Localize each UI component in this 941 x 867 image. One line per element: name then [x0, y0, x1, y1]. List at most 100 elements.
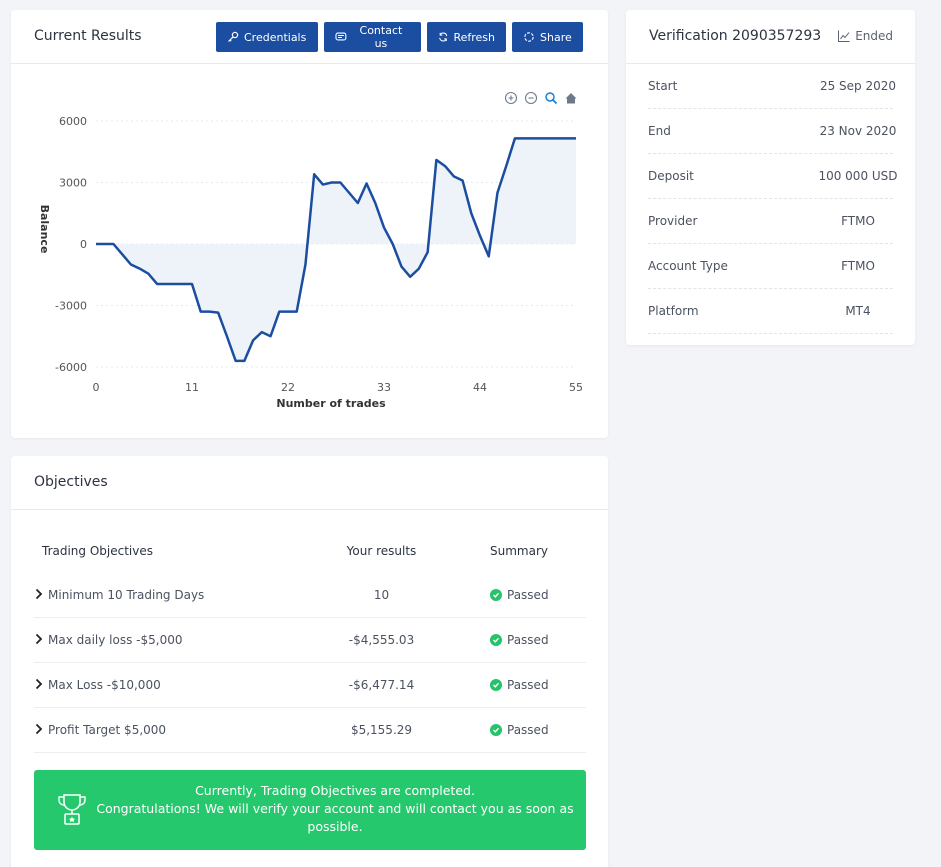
objective-name: Max Loss -$10,000 — [48, 678, 161, 692]
contact-us-button[interactable]: Contact us — [324, 22, 421, 52]
objective-row[interactable]: Max daily loss -$5,000 -$4,555.03 Passed — [34, 618, 586, 663]
objective-summary: Passed — [490, 588, 549, 602]
balance-line — [96, 137, 576, 363]
detail-value: FTMO — [841, 214, 875, 228]
objective-summary: Passed — [490, 723, 549, 737]
y-tick-label: -3000 — [55, 300, 87, 313]
detail-label: Platform — [648, 304, 699, 318]
detail-value: MT4 — [845, 304, 871, 318]
y-tick-label: 0 — [80, 238, 87, 251]
chevron-right-icon[interactable] — [34, 723, 44, 735]
detail-value: 100 000 USD — [818, 169, 898, 183]
objective-name: Profit Target $5,000 — [48, 723, 167, 737]
summary-text: Passed — [507, 678, 549, 692]
objective-row[interactable]: Max Loss -$10,000 -$6,477.14 Passed — [34, 663, 586, 708]
card-header: Current Results Credentials Contact us R… — [11, 10, 608, 64]
share-label: Share — [540, 30, 572, 44]
chat-icon — [335, 32, 347, 41]
verification-header: Verification 2090357293 Ended — [626, 10, 915, 64]
summary-text: Passed — [507, 588, 549, 602]
y-tick-label: -6000 — [55, 361, 87, 374]
objective-result: $5,155.29 — [350, 723, 413, 737]
share-icon — [524, 32, 534, 42]
column-header: Trading Objectives — [42, 544, 153, 558]
chevron-right-icon[interactable] — [34, 633, 44, 645]
objectives-header: Objectives — [11, 456, 608, 510]
objective-summary: Passed — [490, 633, 549, 647]
objective-name: Max daily loss -$5,000 — [48, 633, 183, 647]
verification-card: Verification 2090357293 Ended Start 25 Se… — [626, 10, 915, 345]
balance-chart: 6000 3000 0 -3000 -6000 0 11 22 33 44 55 Number of … — [11, 74, 608, 424]
credentials-label: Credentials — [244, 30, 307, 44]
chart-canvas: 6000 3000 0 -3000 -6000 0 11 22 33 44 55 Number of … — [38, 115, 583, 410]
verification-title: Verification 2090357293 — [649, 28, 822, 44]
x-tick-label: 11 — [185, 381, 199, 394]
refresh-button[interactable]: Refresh — [427, 22, 506, 52]
objective-row[interactable]: Minimum 10 Trading Days 10 Passed — [34, 573, 586, 618]
objective-result: 10 — [373, 588, 390, 602]
action-buttons: Credentials Contact us Refresh Share — [216, 22, 583, 52]
objective-result: -$4,555.03 — [348, 633, 415, 647]
contact-us-label: Contact us — [359, 24, 403, 50]
objectives-title: Objectives — [34, 474, 108, 490]
summary-text: Passed — [507, 633, 549, 647]
trophy-icon — [58, 794, 86, 825]
detail-row: Deposit 100 000 USD — [648, 154, 898, 199]
magnify-icon[interactable] — [544, 90, 558, 105]
zoom-in-icon[interactable] — [504, 90, 518, 105]
success-banner: Currently, Trading Objectives are comple… — [34, 770, 586, 850]
summary-text: Passed — [507, 723, 549, 737]
detail-value: FTMO — [841, 259, 875, 273]
x-tick-label: 33 — [377, 381, 391, 394]
detail-row: Start 25 Sep 2020 — [648, 64, 896, 109]
home-icon[interactable] — [564, 90, 578, 104]
chart-toolbar — [504, 90, 578, 105]
y-tick-label: 3000 — [59, 177, 87, 190]
chart-line-icon — [838, 30, 850, 42]
credentials-button[interactable]: Credentials — [216, 22, 318, 52]
objective-result: -$6,477.14 — [348, 678, 415, 692]
x-axis-label: Number of trades — [276, 397, 386, 410]
detail-row: Platform MT4 — [648, 289, 893, 334]
objective-name: Minimum 10 Trading Days — [48, 588, 205, 602]
check-icon — [490, 634, 502, 646]
status-badge: Ended — [837, 29, 893, 43]
detail-value: 25 Sep 2020 — [819, 79, 897, 93]
detail-label: Start — [648, 79, 678, 93]
x-tick-label: 0 — [93, 381, 100, 394]
detail-row: Account Type FTMO — [648, 244, 893, 289]
detail-label: Provider — [648, 214, 698, 228]
chevron-right-icon[interactable] — [34, 678, 44, 690]
x-tick-label: 44 — [473, 381, 487, 394]
share-button[interactable]: Share — [512, 22, 583, 52]
balance-area — [96, 138, 576, 361]
y-tick-label: 6000 — [59, 115, 87, 128]
detail-label: Deposit — [648, 169, 694, 183]
zoom-out-icon[interactable] — [524, 90, 538, 105]
detail-row: End 23 Nov 2020 — [648, 109, 896, 154]
objective-row[interactable]: Profit Target $5,000 $5,155.29 Passed — [34, 708, 586, 753]
banner-line: Currently, Trading Objectives are comple… — [195, 783, 475, 798]
detail-value: 23 Nov 2020 — [819, 124, 897, 138]
chevron-right-icon[interactable] — [34, 588, 44, 600]
x-tick-label: 55 — [569, 381, 583, 394]
refresh-label: Refresh — [453, 30, 495, 44]
check-icon — [490, 679, 502, 691]
objective-summary: Passed — [490, 678, 549, 692]
status-text: Ended — [855, 29, 893, 43]
column-header: Your results — [346, 544, 417, 558]
check-icon — [490, 724, 502, 736]
key-icon — [228, 31, 239, 42]
card-title: Current Results — [34, 28, 142, 44]
detail-label: Account Type — [648, 259, 728, 273]
banner-line: Congratulations! We will verify your acc… — [96, 801, 574, 834]
x-tick-label: 22 — [281, 381, 295, 394]
detail-row: Provider FTMO — [648, 199, 893, 244]
check-icon — [490, 589, 502, 601]
detail-label: End — [648, 124, 671, 138]
refresh-icon — [439, 32, 448, 42]
current-results-card: Current Results Credentials Contact us R… — [11, 10, 608, 438]
objectives-card: Objectives Trading Objectives Your resul… — [11, 456, 608, 867]
y-axis-label: Balance — [38, 205, 51, 254]
column-header: Summary — [490, 544, 548, 558]
